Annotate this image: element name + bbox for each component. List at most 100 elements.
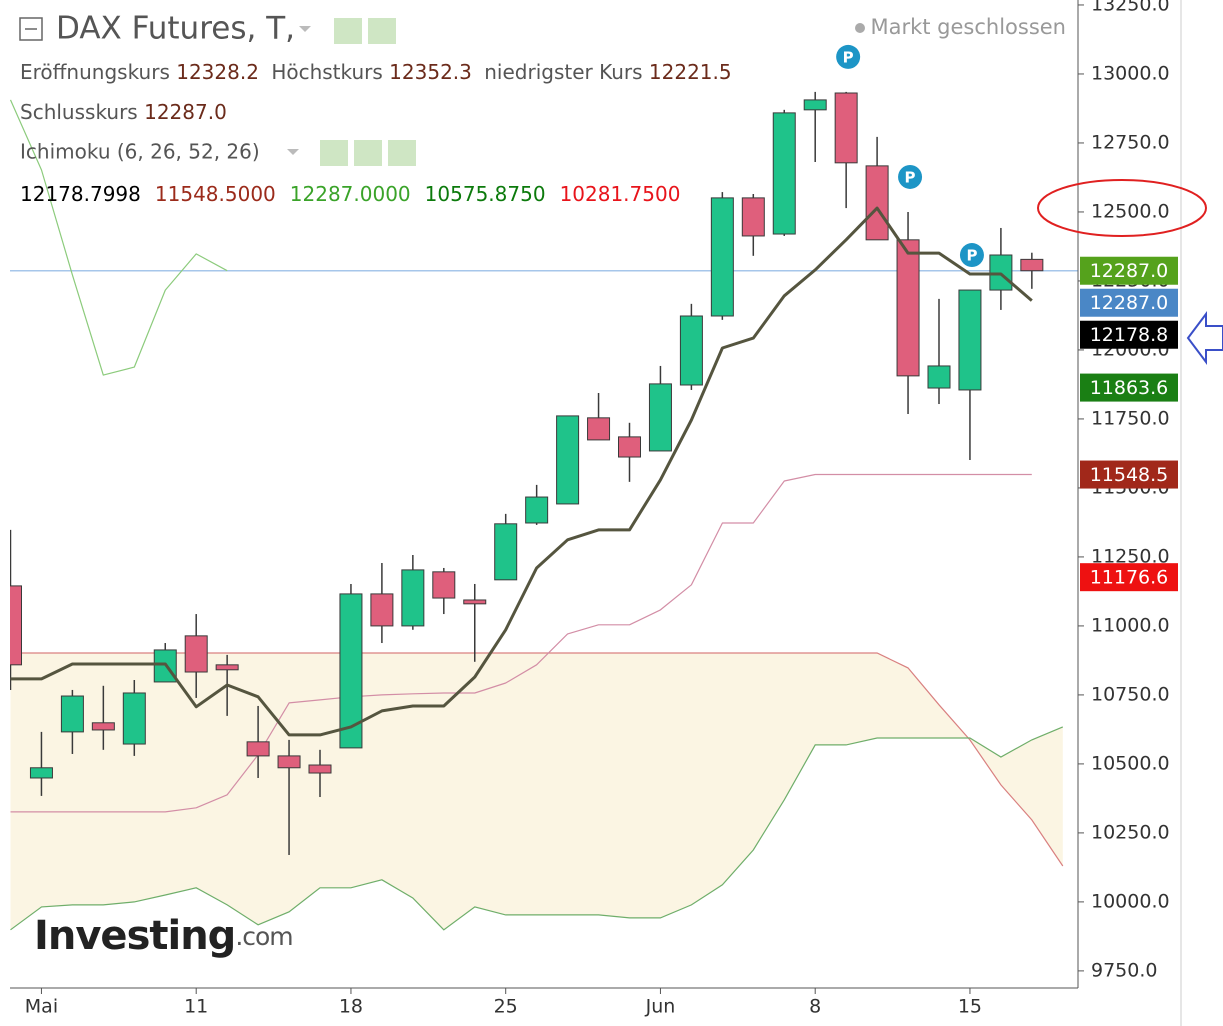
candle-body — [339, 593, 363, 749]
price-tag — [1080, 563, 1178, 592]
x-tick-label: Mai — [25, 996, 58, 1018]
candle-body — [494, 523, 518, 581]
chart-title: DAX Futures, T, — [56, 11, 295, 47]
candle-body — [587, 417, 611, 441]
indicator-line — [10, 206, 1033, 737]
indicator-value: 11548.5000 — [155, 182, 276, 206]
remove-icon[interactable] — [388, 140, 416, 166]
badge-label: P — [966, 247, 977, 265]
price-tag-label: 12287.0 — [1090, 292, 1169, 314]
y-tick-label: 12750.0 — [1091, 131, 1170, 153]
indicator-line — [10, 473, 1032, 813]
y-tick-label: 12500.0 — [1091, 200, 1170, 222]
candle-body — [525, 496, 549, 524]
candle-body — [556, 415, 580, 505]
badge — [959, 243, 984, 268]
candle-body — [246, 741, 270, 757]
candle-body — [308, 764, 332, 774]
collapse-icon[interactable] — [19, 17, 43, 41]
y-tick-label: 10750.0 — [1091, 683, 1170, 705]
candle-body — [401, 569, 425, 627]
candle-body — [184, 635, 208, 673]
candle-body — [648, 383, 672, 452]
ohlc-label: Eröffnungskurs — [20, 60, 170, 84]
candle-body — [679, 315, 703, 386]
indicator-line — [10, 99, 228, 376]
candle-body — [803, 99, 827, 111]
status-dot — [855, 23, 865, 33]
price-tag — [1080, 320, 1178, 349]
candle-body — [865, 165, 889, 241]
y-tick-label: 13000.0 — [1091, 62, 1170, 84]
ohlc-line: Eröffnungskurs 12328.2 Höchstkurs 12352.… — [20, 60, 732, 84]
x-tick-label: Jun — [645, 996, 676, 1018]
candle-body — [772, 112, 796, 235]
y-tick-label: 11750.0 — [1091, 407, 1170, 429]
y-tick-label: 9750.0 — [1091, 959, 1157, 981]
x-tick-label: 11 — [184, 996, 208, 1018]
ohlc-line: Schlusskurs 12287.0 — [20, 100, 227, 124]
candle-body — [618, 436, 641, 458]
ohlc-value: 12352.3 — [389, 60, 472, 84]
x-tick-label: 15 — [958, 996, 982, 1018]
indicator-value: 12287.0000 — [290, 182, 411, 206]
ohlc-label: Schlusskurs — [20, 100, 138, 124]
dropdown-arrow[interactable] — [299, 26, 311, 32]
ohlc-value: 12287.0 — [144, 100, 227, 124]
price-tag — [1080, 373, 1178, 402]
candle-body — [215, 664, 239, 671]
plot-area: P P P — [10, 44, 1078, 931]
price-tag — [1080, 256, 1178, 285]
settings-icon[interactable] — [354, 140, 382, 166]
price-tag-label: 11863.6 — [1090, 377, 1169, 399]
candle-body — [432, 571, 456, 599]
y-tick-label: 13250.0 — [1091, 0, 1170, 15]
ohlc-label: Höchstkurs — [271, 60, 383, 84]
candle-body — [29, 767, 53, 779]
highlight-arrow — [1186, 311, 1223, 365]
ohlc-label: niedrigster Kurs — [484, 60, 642, 84]
x-tick-label: 8 — [809, 996, 821, 1018]
eye-icon[interactable] — [320, 140, 348, 166]
indicator-values: 12178.7998 11548.5000 12287.0000 10575.8750… — [20, 182, 680, 206]
y-tick-label: 11000.0 — [1091, 614, 1170, 636]
y-tick-label: 11250.0 — [1091, 545, 1170, 567]
x-tick-label: 18 — [339, 996, 363, 1018]
settings-icon[interactable] — [368, 18, 396, 44]
cloud-lower-line — [10, 726, 1064, 931]
indicator-name: Ichimoku (6, 26, 52, 26) — [20, 140, 260, 164]
highlight-ellipse — [1037, 179, 1207, 237]
candle-body — [10, 585, 22, 666]
candle-body — [958, 289, 982, 391]
price-tag-label: 11176.6 — [1090, 567, 1169, 589]
logo-suffix: .com — [235, 922, 292, 951]
candle-body — [277, 755, 301, 769]
y-tick-label: 10500.0 — [1091, 752, 1170, 774]
ohlc-value: 12328.2 — [176, 60, 259, 84]
price-tag — [1080, 460, 1178, 489]
price-tag-label: 11548.5 — [1090, 464, 1169, 486]
price-tags: 12287.0 12287.0 12178.8 11863.6 11548.5 11176… — [1080, 256, 1178, 592]
price-tag-label: 12287.0 — [1090, 260, 1169, 282]
candle-body — [370, 593, 394, 627]
candle-body — [896, 239, 920, 377]
dropdown-arrow[interactable] — [287, 149, 299, 155]
candle-body — [463, 599, 487, 605]
x-tick-label: 25 — [494, 996, 518, 1018]
eye-icon[interactable] — [334, 18, 362, 44]
ohlc-value: 12221.5 — [649, 60, 732, 84]
logo-name: Investing — [34, 913, 235, 959]
candle-body — [834, 92, 858, 164]
candle-body — [1020, 258, 1044, 272]
price-tag-label: 12178.8 — [1090, 324, 1169, 346]
cloud-fill — [10, 652, 1063, 930]
candle-body — [60, 695, 84, 733]
candle-body — [927, 365, 951, 389]
y-tick-label: 10000.0 — [1091, 890, 1170, 912]
price-tag — [1080, 288, 1178, 317]
candle-body — [741, 197, 765, 237]
candle-body — [122, 692, 146, 745]
badge-label: P — [905, 168, 916, 186]
candle-body — [91, 722, 115, 731]
